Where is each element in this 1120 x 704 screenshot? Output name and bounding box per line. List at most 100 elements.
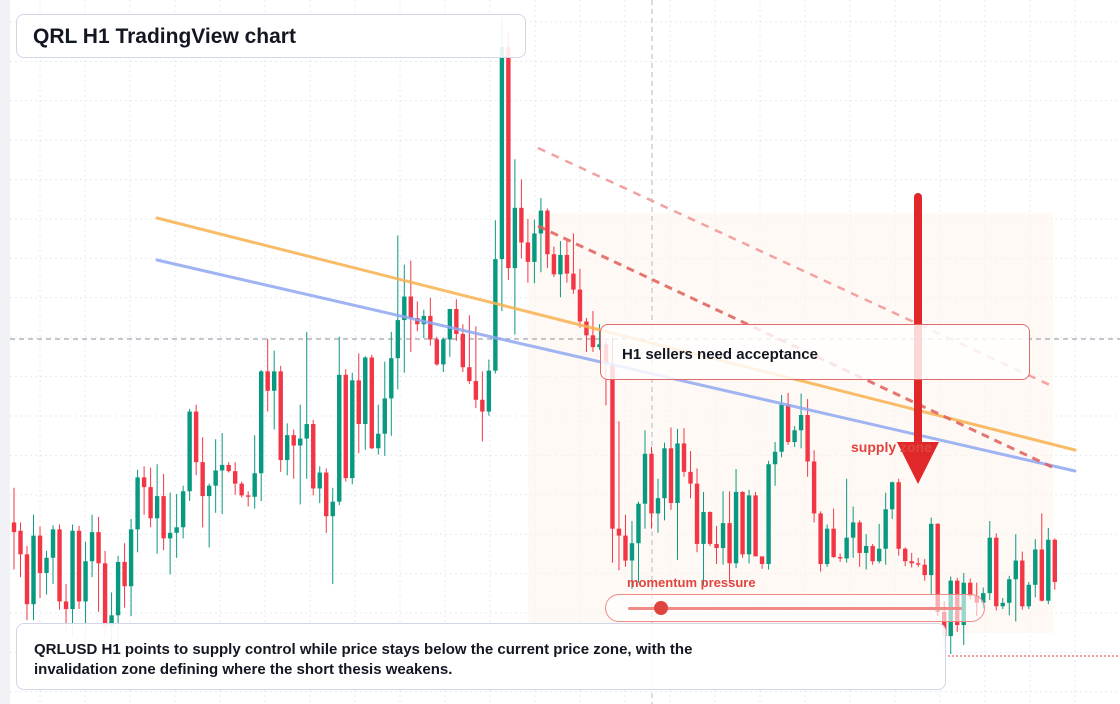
candle[interactable] [369,354,374,449]
candle[interactable] [324,468,329,533]
candle[interactable] [265,338,270,412]
candle[interactable] [408,260,414,352]
candle[interactable] [532,219,537,284]
candle[interactable] [24,545,30,621]
candle[interactable] [161,473,166,551]
candle[interactable] [857,520,862,567]
candle[interactable] [805,399,810,477]
candle[interactable] [1039,513,1044,602]
candle[interactable] [519,179,524,259]
candle[interactable] [330,487,335,585]
candle[interactable] [655,478,661,533]
candle[interactable] [499,17,505,312]
candle[interactable] [239,481,244,498]
candle[interactable] [896,478,901,556]
candle[interactable] [167,492,173,575]
candle[interactable] [844,478,849,563]
candle[interactable] [766,460,771,570]
candle[interactable] [824,524,830,567]
candle[interactable] [317,466,322,504]
candle[interactable] [681,428,687,477]
candle[interactable] [714,525,719,565]
candle[interactable] [154,464,160,554]
candle[interactable] [278,365,283,472]
candle[interactable] [135,469,140,553]
candle[interactable] [525,218,531,283]
candle[interactable] [551,246,557,278]
candle[interactable] [148,467,153,528]
candle[interactable] [636,501,641,583]
candle[interactable] [922,559,927,581]
candle[interactable] [382,361,387,456]
candle[interactable] [252,435,257,509]
candle[interactable] [1000,597,1005,610]
candle[interactable] [675,428,680,560]
candle[interactable] [343,369,348,482]
candle[interactable] [206,483,212,548]
candle[interactable] [850,506,856,558]
candle[interactable] [558,241,563,298]
candle[interactable] [258,369,264,501]
candle[interactable] [707,511,713,546]
candle[interactable] [623,514,628,567]
candle[interactable] [733,469,739,569]
candle[interactable] [994,533,999,611]
candle[interactable] [70,524,75,638]
candle[interactable] [779,394,784,458]
candle[interactable] [688,451,693,499]
candle[interactable] [44,550,49,595]
candle[interactable] [564,240,570,283]
candle[interactable] [785,392,791,445]
candle[interactable] [759,556,765,569]
candle[interactable] [1013,534,1018,622]
candle[interactable] [57,524,62,610]
candle[interactable] [337,336,342,506]
candle[interactable] [219,433,225,515]
candle[interactable] [616,421,622,571]
candle[interactable] [434,336,440,366]
candle[interactable] [915,557,921,567]
candle[interactable] [37,526,43,598]
candle[interactable] [304,331,309,479]
candle[interactable] [545,208,550,269]
candle[interactable] [668,427,674,510]
candle[interactable] [889,481,895,519]
candle[interactable] [818,511,823,572]
candle[interactable] [180,485,186,539]
candle[interactable] [694,468,700,553]
candle[interactable] [642,430,648,529]
candle[interactable] [213,439,218,513]
candle[interactable] [102,550,108,635]
candle[interactable] [298,404,303,505]
candle[interactable] [122,543,127,608]
candle[interactable] [193,404,199,476]
candle[interactable] [141,466,147,515]
candle[interactable] [454,299,459,341]
candle[interactable] [1020,551,1025,610]
candle[interactable] [128,518,134,616]
candle[interactable] [577,268,583,328]
candle[interactable] [232,462,238,495]
candle[interactable] [415,301,420,332]
candle[interactable] [811,450,817,523]
candle[interactable] [226,462,231,473]
candle[interactable] [480,371,485,442]
candle[interactable] [506,33,511,280]
candle[interactable] [467,315,472,384]
candle[interactable] [18,522,23,578]
momentum-knob[interactable] [654,601,669,615]
candle[interactable] [96,516,101,612]
candle[interactable] [83,541,88,638]
candle[interactable] [356,353,361,454]
candle[interactable] [902,547,908,567]
candle[interactable] [50,525,56,585]
candle[interactable] [291,429,296,479]
candle[interactable] [285,423,290,476]
candle[interactable] [389,331,394,436]
candle[interactable] [187,408,192,501]
candle[interactable] [363,356,368,450]
candle[interactable] [350,372,355,485]
candle[interactable] [486,359,492,416]
candle[interactable] [746,489,752,564]
